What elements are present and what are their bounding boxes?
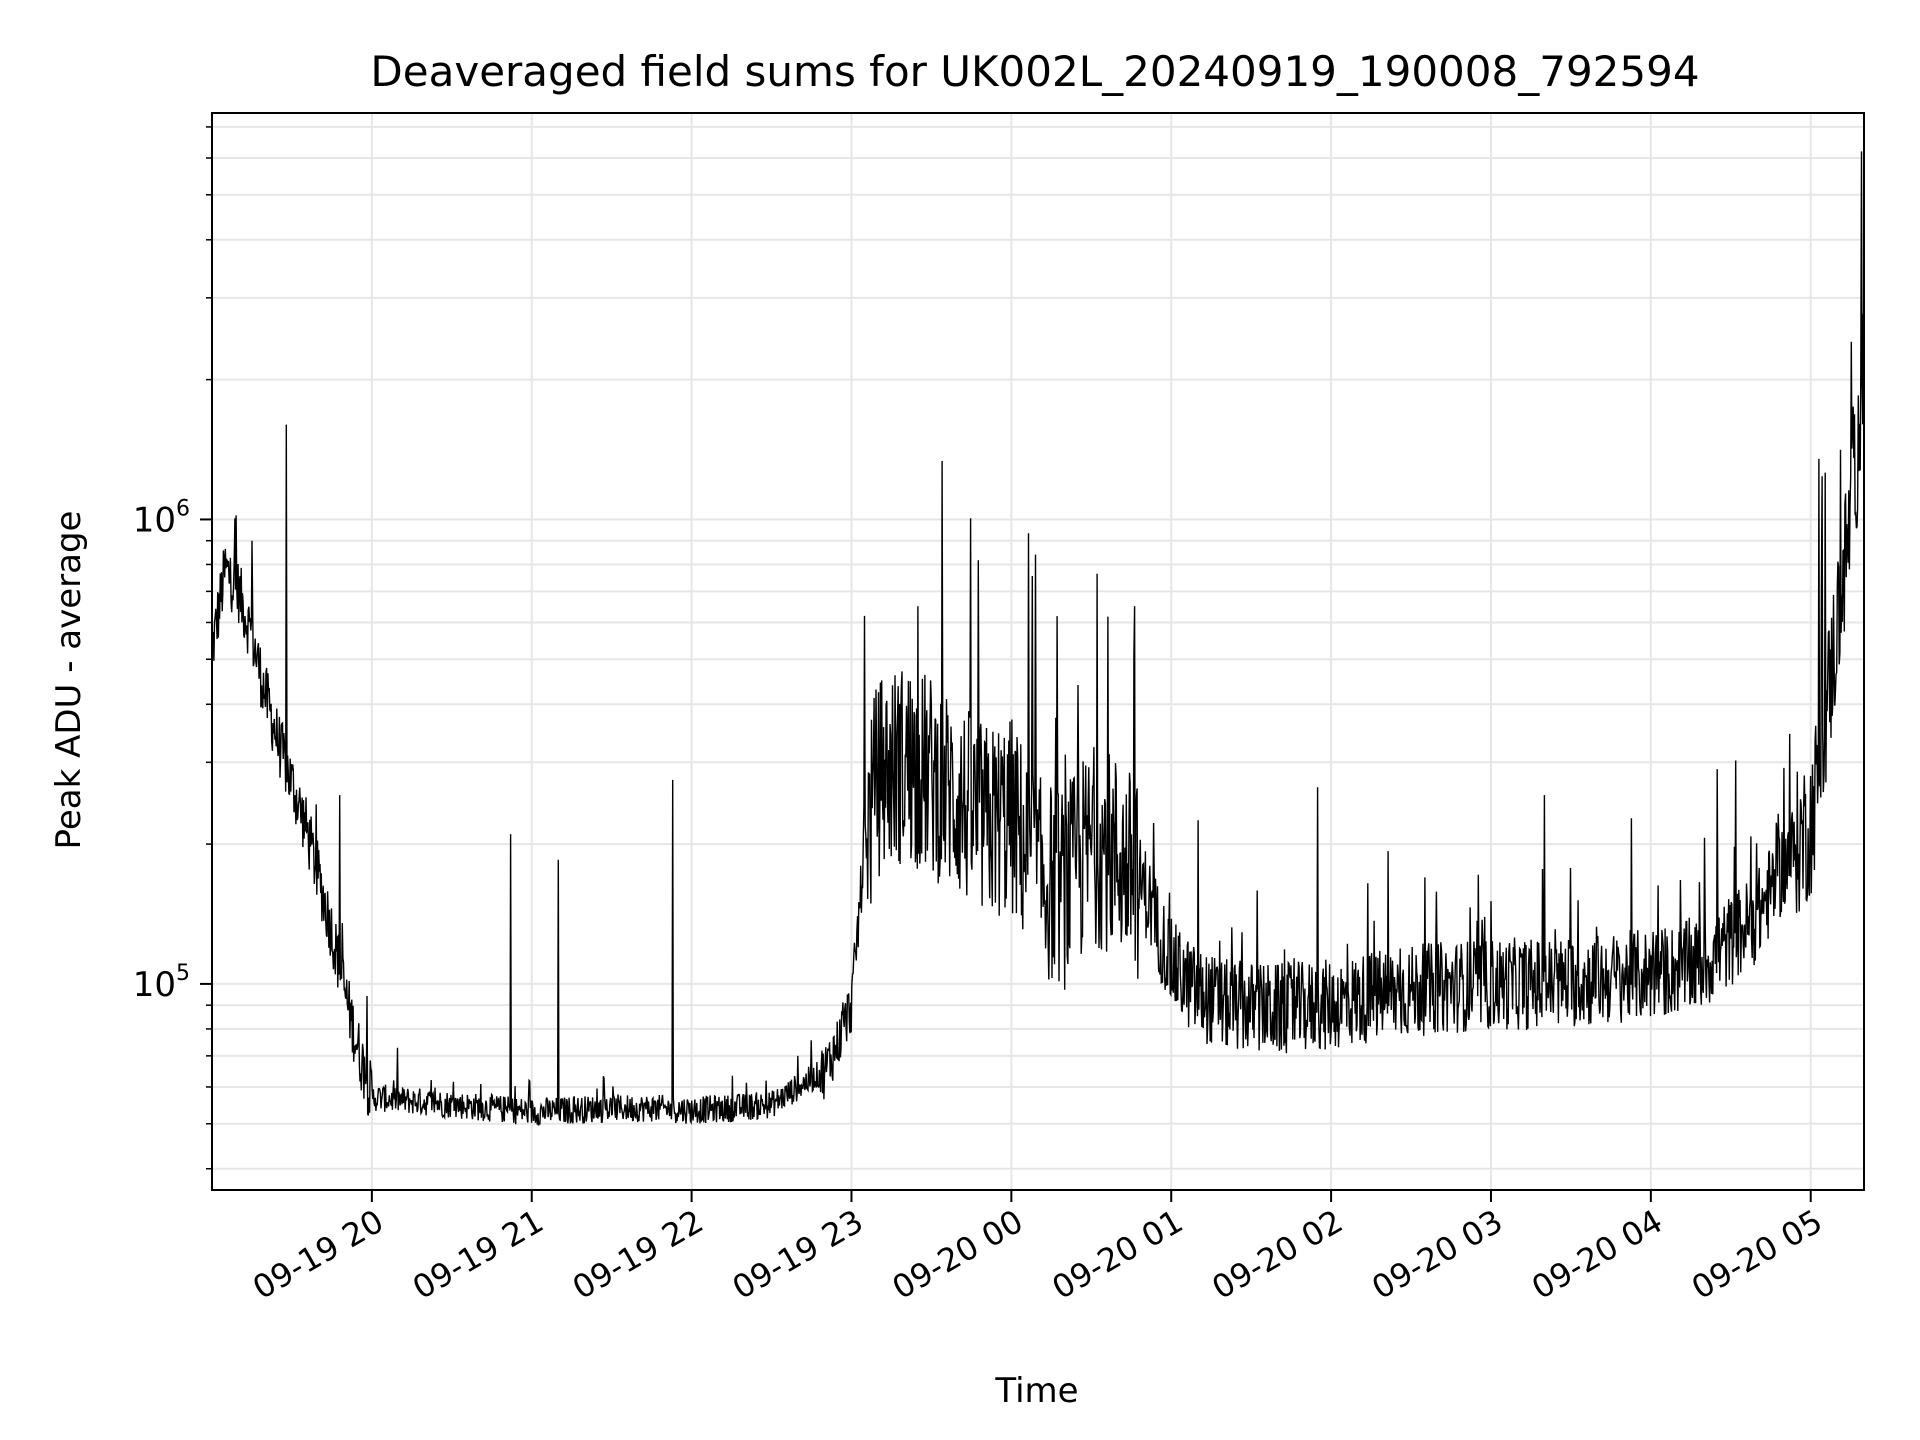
plot-frame (211, 112, 1865, 1191)
x-tick-label: 09-20 02 (1205, 1202, 1349, 1307)
y-tick-label: 105 (133, 961, 190, 1005)
series-line (211, 151, 1865, 1126)
x-tick-label: 09-20 04 (1525, 1202, 1669, 1307)
chart-title: Deaveraged field sums for UK002L_2024091… (370, 47, 1699, 96)
y-axis-label: Peak ADU - average (49, 511, 89, 850)
x-tick-label: 09-19 21 (406, 1202, 550, 1307)
x-tick-label: 09-20 03 (1365, 1202, 1509, 1307)
x-tick-label: 09-20 05 (1685, 1202, 1829, 1307)
x-axis-label: Time (994, 1371, 1078, 1411)
x-tick-label: 09-19 23 (726, 1202, 870, 1307)
x-tick-label: 09-19 20 (246, 1202, 390, 1307)
x-tick-label: 09-19 22 (566, 1202, 710, 1307)
y-tick-label: 106 (133, 496, 190, 540)
x-tick-label: 09-20 01 (1046, 1202, 1190, 1307)
x-tick-label: 09-20 00 (886, 1202, 1030, 1307)
